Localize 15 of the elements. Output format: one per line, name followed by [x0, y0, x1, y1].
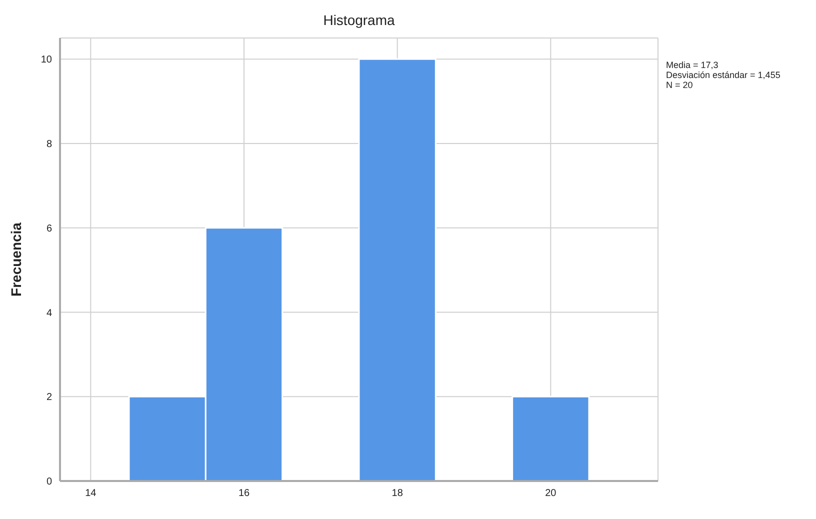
x-tick-label: 18 — [392, 488, 404, 500]
y-tick-label: 0 — [46, 476, 52, 488]
y-axis-title: Frecuencia — [8, 222, 24, 296]
y-tick-label: 8 — [46, 139, 52, 150]
y-tick-label: 4 — [46, 308, 52, 319]
x-tick-label: 14 — [85, 488, 97, 500]
x-tick-label: 20 — [545, 488, 557, 500]
text: Desviación estándar = 1,455 — [666, 70, 780, 80]
text: Media = 17,3 — [666, 60, 720, 70]
y-tick-label: 10 — [40, 54, 52, 66]
y-tick-label: 6 — [46, 223, 52, 234]
x-tick-label: 16 — [238, 488, 250, 500]
chart-title: Histograma — [322, 12, 396, 28]
y-tick-label: 2 — [46, 392, 52, 404]
text: N = 20 — [666, 80, 694, 90]
